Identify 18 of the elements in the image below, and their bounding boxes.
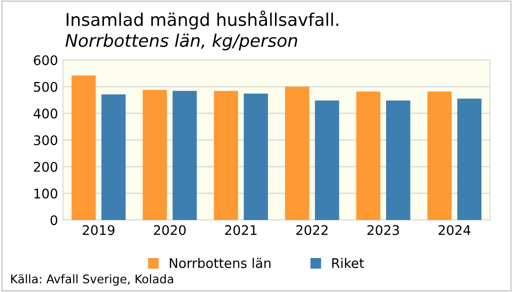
text: Källa: Avfall Sverige, Kolada <box>11 274 174 286</box>
legend-label: Norrbottens län <box>170 258 270 268</box>
x-tick-label: 2020 <box>154 225 186 236</box>
y-tick-label: 500 <box>34 82 58 92</box>
y-tick-label: 600 <box>34 55 58 66</box>
y-tick-label: 300 <box>34 135 58 146</box>
chart-subtitle: Norrbottens län, kg/person <box>65 34 298 50</box>
x-tick-label: 2024 <box>438 225 470 236</box>
y-tick-label: 200 <box>34 162 58 172</box>
chart-title: Insamlad mängd hushållsavfall. <box>66 10 338 30</box>
x-tick-label: 2019 <box>82 225 114 236</box>
x-tick-label: 2021 <box>225 225 256 236</box>
legend-label: Riket <box>332 258 364 268</box>
y-tick-label: 0 <box>50 215 58 226</box>
x-tick-label: 2023 <box>367 225 399 236</box>
y-tick-label: 400 <box>34 108 58 119</box>
y-tick-label: 100 <box>34 188 58 199</box>
x-tick-label: 2022 <box>296 225 328 236</box>
